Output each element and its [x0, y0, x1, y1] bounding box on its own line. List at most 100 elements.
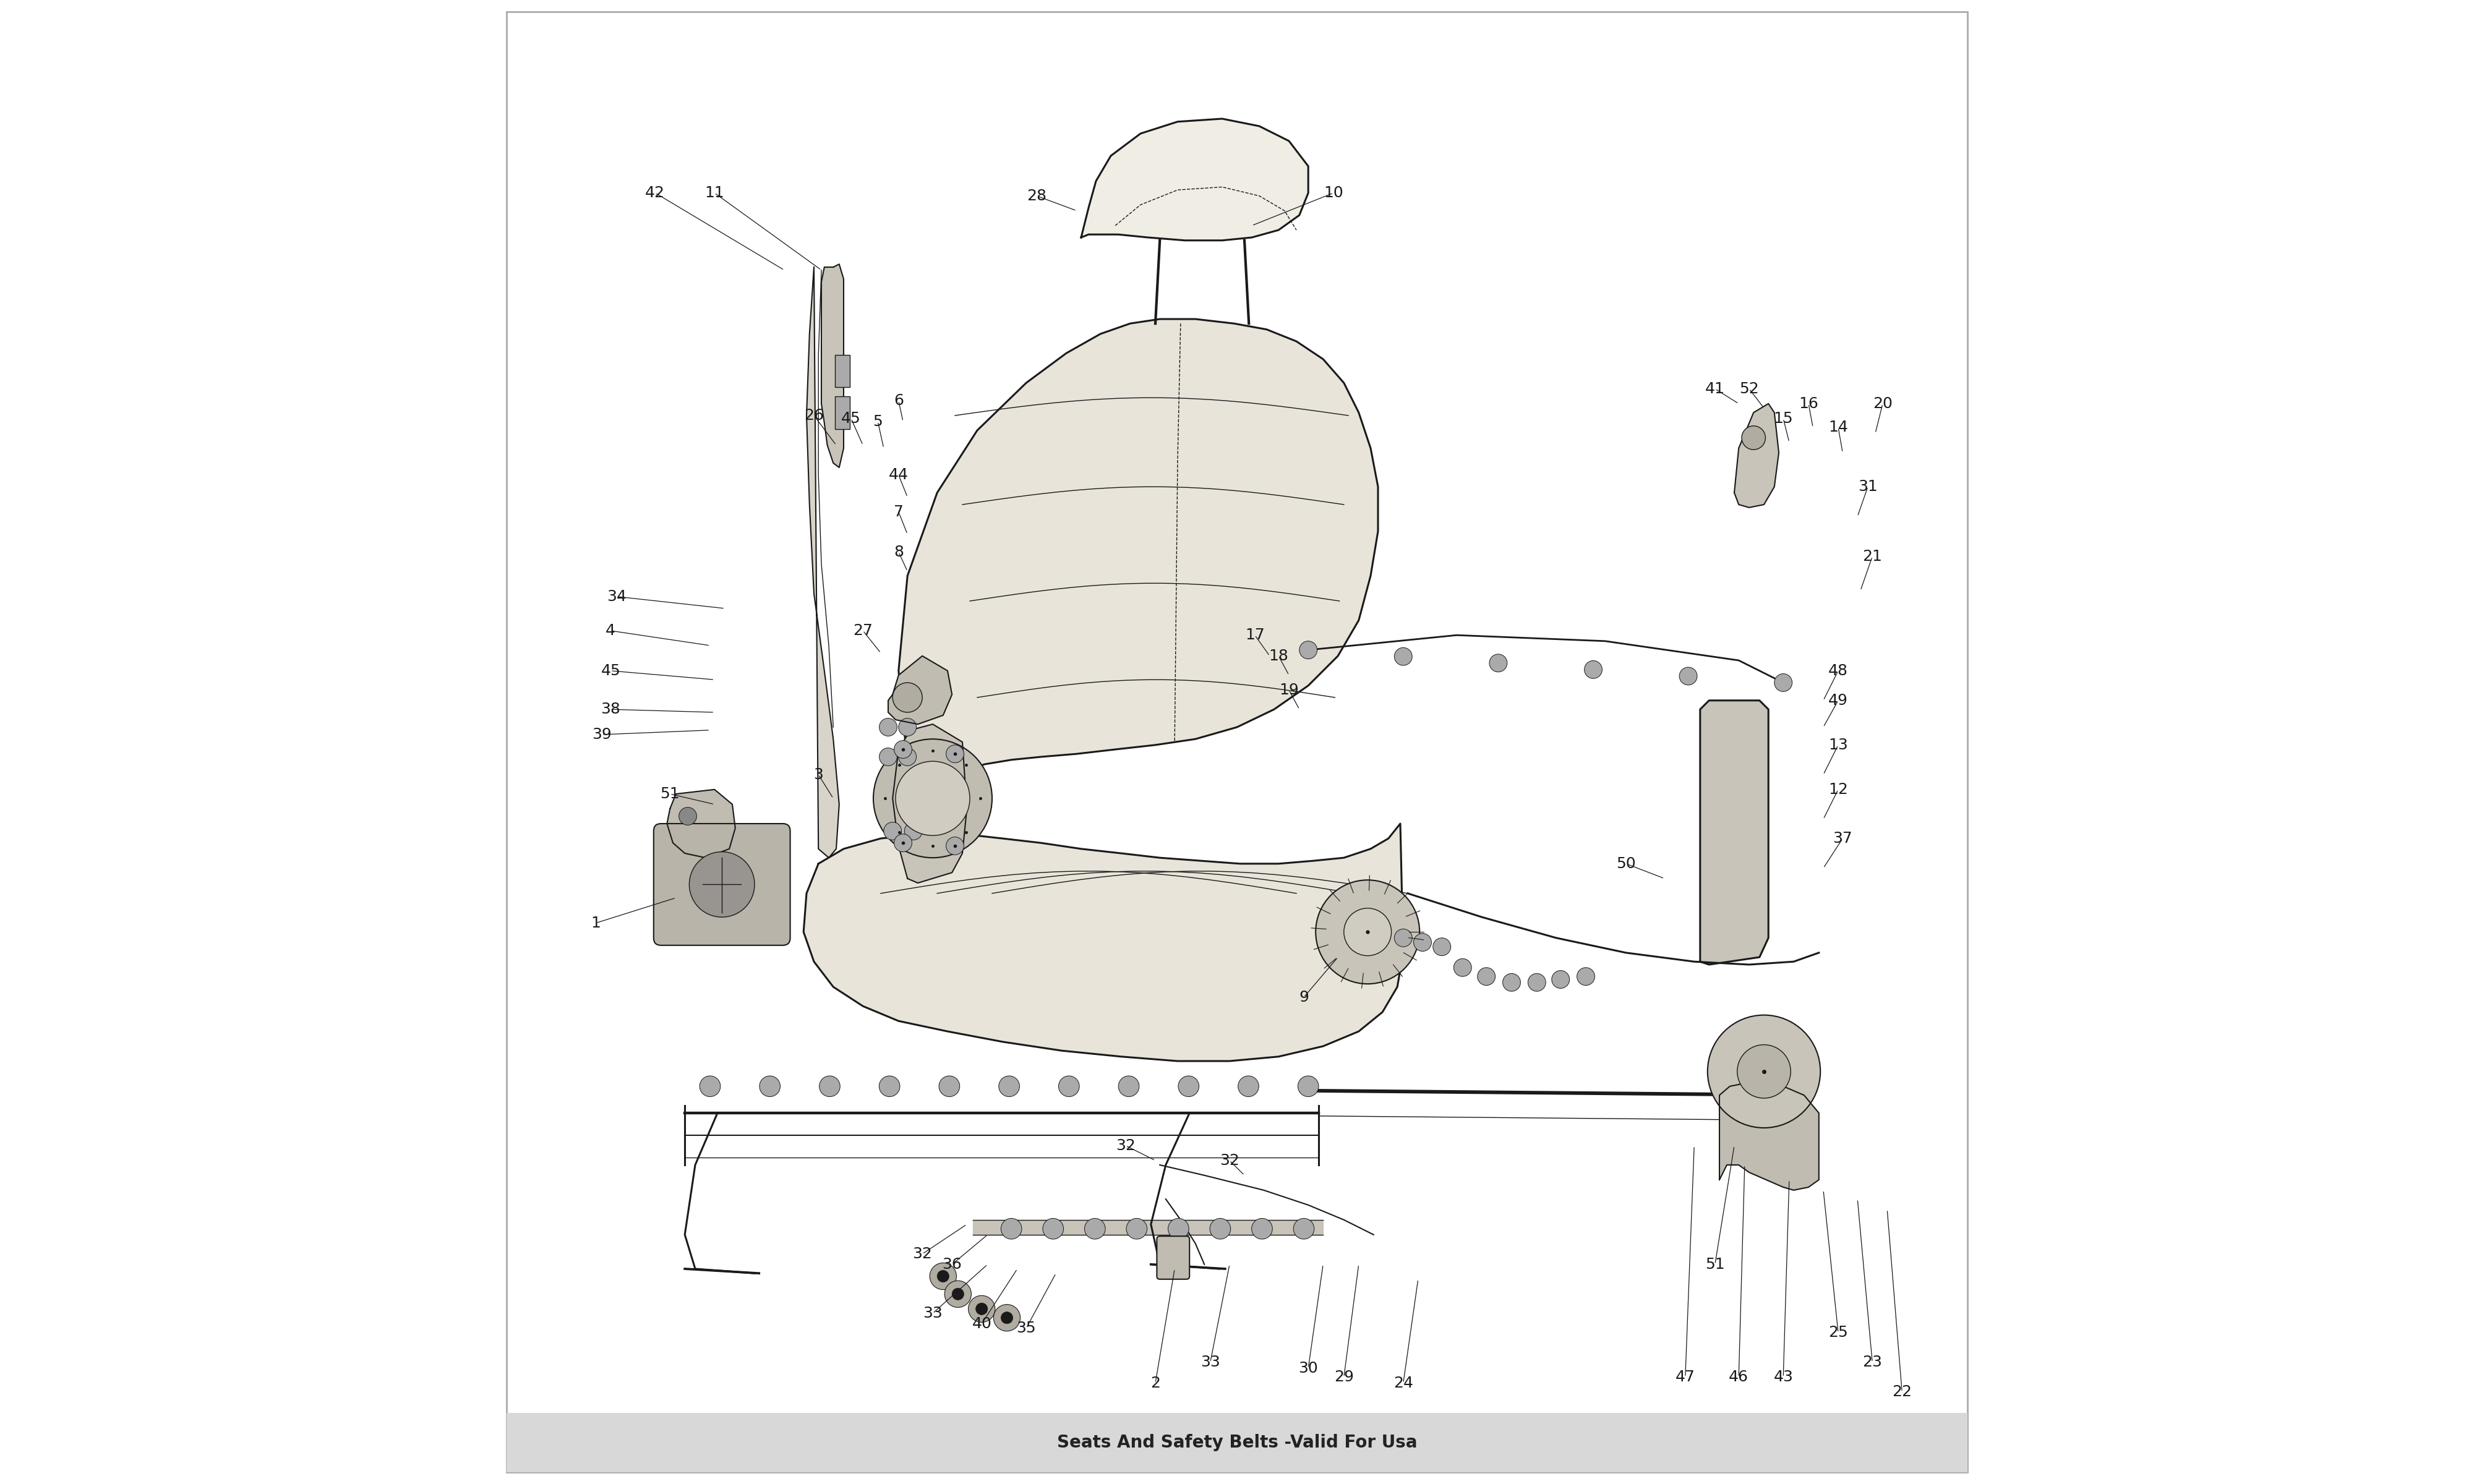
Polygon shape: [807, 267, 839, 858]
Circle shape: [930, 1263, 957, 1290]
Circle shape: [1502, 974, 1522, 991]
Text: 17: 17: [1244, 628, 1264, 643]
Circle shape: [1707, 1015, 1821, 1128]
Circle shape: [1178, 1076, 1200, 1097]
Circle shape: [945, 837, 965, 855]
Text: Seats And Safety Belts -Valid For Usa: Seats And Safety Belts -Valid For Usa: [1056, 1434, 1418, 1451]
Text: 30: 30: [1299, 1361, 1319, 1376]
Circle shape: [1432, 938, 1450, 956]
Circle shape: [678, 807, 698, 825]
Text: 4: 4: [606, 623, 616, 638]
Circle shape: [700, 1076, 720, 1097]
Circle shape: [878, 1076, 901, 1097]
Text: 51: 51: [1705, 1257, 1724, 1272]
Text: 31: 31: [1858, 479, 1878, 494]
Text: 13: 13: [1828, 738, 1848, 752]
Circle shape: [1126, 1218, 1148, 1239]
Circle shape: [819, 1076, 841, 1097]
Circle shape: [940, 1076, 960, 1097]
Text: 45: 45: [601, 663, 621, 678]
Text: 33: 33: [923, 1306, 943, 1321]
Circle shape: [760, 1076, 779, 1097]
Text: 36: 36: [943, 1257, 962, 1272]
Circle shape: [1774, 674, 1791, 692]
Polygon shape: [821, 264, 844, 467]
Text: 38: 38: [601, 702, 621, 717]
Text: 41: 41: [1705, 381, 1724, 396]
Text: 28: 28: [1027, 188, 1047, 203]
Text: 7: 7: [893, 505, 903, 519]
FancyBboxPatch shape: [507, 1413, 1967, 1472]
FancyBboxPatch shape: [834, 396, 849, 429]
Circle shape: [1576, 968, 1596, 985]
Circle shape: [1529, 974, 1546, 991]
Circle shape: [1002, 1218, 1022, 1239]
Circle shape: [1059, 1076, 1079, 1097]
Circle shape: [967, 1296, 995, 1322]
Text: 10: 10: [1324, 186, 1343, 200]
Circle shape: [1118, 1076, 1138, 1097]
Text: 18: 18: [1269, 649, 1289, 663]
Polygon shape: [888, 656, 952, 724]
Circle shape: [1413, 933, 1432, 951]
Text: 16: 16: [1799, 396, 1818, 411]
Text: 21: 21: [1863, 549, 1883, 564]
Text: 46: 46: [1729, 1370, 1749, 1385]
Text: 45: 45: [841, 411, 861, 426]
Circle shape: [1210, 1218, 1230, 1239]
Circle shape: [952, 1288, 965, 1300]
Text: 24: 24: [1393, 1376, 1413, 1391]
Circle shape: [999, 1076, 1019, 1097]
Text: 15: 15: [1774, 411, 1794, 426]
Text: 43: 43: [1774, 1370, 1794, 1385]
Circle shape: [1737, 1045, 1791, 1098]
Text: 47: 47: [1675, 1370, 1695, 1385]
Text: 32: 32: [913, 1247, 933, 1261]
Text: 35: 35: [1017, 1321, 1037, 1336]
Text: 20: 20: [1873, 396, 1893, 411]
Circle shape: [1551, 971, 1569, 988]
Circle shape: [1299, 1076, 1319, 1097]
Text: 6: 6: [893, 393, 903, 408]
Text: 22: 22: [1893, 1385, 1912, 1399]
Circle shape: [1042, 1218, 1064, 1239]
Text: 39: 39: [591, 727, 611, 742]
Circle shape: [1316, 880, 1420, 984]
Text: 19: 19: [1279, 683, 1299, 697]
Circle shape: [1252, 1218, 1272, 1239]
Circle shape: [1680, 668, 1697, 686]
Text: 25: 25: [1828, 1325, 1848, 1340]
Text: 9: 9: [1299, 990, 1309, 1005]
Polygon shape: [898, 319, 1378, 843]
Polygon shape: [972, 1220, 1324, 1235]
Circle shape: [1294, 1218, 1314, 1239]
Text: 8: 8: [893, 545, 903, 559]
Text: 12: 12: [1828, 782, 1848, 797]
Circle shape: [945, 745, 965, 763]
Circle shape: [1395, 647, 1413, 665]
Text: 14: 14: [1828, 420, 1848, 435]
Circle shape: [873, 739, 992, 858]
Polygon shape: [1719, 1083, 1818, 1190]
Polygon shape: [1734, 404, 1779, 508]
Circle shape: [1002, 1312, 1012, 1324]
Polygon shape: [1081, 119, 1309, 240]
Circle shape: [905, 822, 923, 840]
Circle shape: [945, 1281, 972, 1307]
Text: 49: 49: [1828, 693, 1848, 708]
Circle shape: [1455, 959, 1472, 976]
Text: 34: 34: [606, 589, 626, 604]
Circle shape: [1489, 654, 1507, 672]
Circle shape: [893, 683, 923, 712]
Circle shape: [1343, 908, 1390, 956]
Circle shape: [883, 822, 901, 840]
Circle shape: [896, 761, 970, 835]
Text: 50: 50: [1616, 856, 1635, 871]
Circle shape: [1299, 641, 1316, 659]
Circle shape: [938, 1270, 950, 1282]
Circle shape: [1084, 1218, 1106, 1239]
Text: 1: 1: [591, 916, 601, 930]
Polygon shape: [804, 824, 1403, 1061]
Text: 32: 32: [1116, 1138, 1136, 1153]
Text: 48: 48: [1828, 663, 1848, 678]
